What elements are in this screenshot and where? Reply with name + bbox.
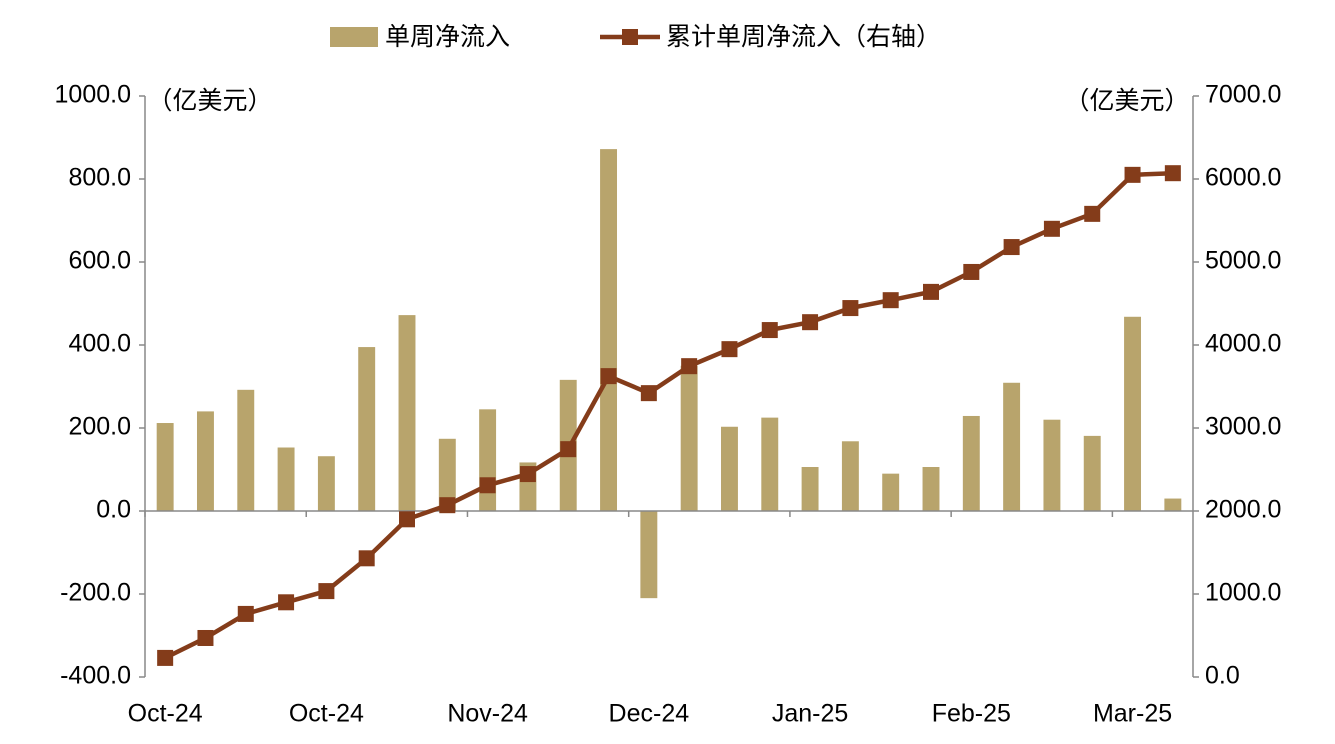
marker: [600, 368, 617, 385]
y-tick-label: 200.0: [68, 413, 131, 441]
x-tick-label: Oct-24: [289, 700, 364, 728]
marker: [681, 358, 698, 375]
bar: [156, 423, 174, 511]
marker: [721, 341, 738, 358]
bar: [277, 447, 295, 511]
y2-tick-label: 5000.0: [1205, 247, 1281, 275]
marker: [882, 292, 899, 309]
x-tick-label: Nov-24: [447, 700, 528, 728]
y2-tick-label: 2000.0: [1205, 496, 1281, 524]
bar: [882, 473, 900, 511]
bar: [479, 409, 497, 511]
marker: [1124, 166, 1141, 183]
y-tick-label: 600.0: [68, 247, 131, 275]
marker: [519, 466, 536, 483]
bar: [1124, 316, 1142, 511]
marker: [318, 583, 335, 600]
x-tick-label: Dec-24: [609, 700, 690, 728]
bar: [600, 149, 618, 511]
x-tick-label: Mar-25: [1093, 700, 1172, 728]
x-tick-label: Oct-24: [128, 700, 203, 728]
marker: [802, 314, 819, 331]
legend-label: 单周净流入: [385, 22, 510, 51]
bar: [358, 347, 376, 511]
marker: [1084, 205, 1101, 222]
y2-tick-label: 7000.0: [1205, 81, 1281, 109]
marker: [761, 322, 778, 339]
bar: [398, 315, 416, 511]
bar: [761, 417, 779, 511]
bar: [680, 365, 698, 511]
legend-label: 累计单周净流入（右轴）: [666, 22, 941, 51]
y-tick-label: 800.0: [68, 164, 131, 192]
left-unit: （亿美元）: [147, 86, 272, 115]
marker: [842, 300, 859, 317]
marker: [923, 283, 939, 300]
marker: [439, 497, 456, 514]
x-tick-label: Jan-25: [772, 700, 848, 728]
marker: [1003, 239, 1020, 256]
marker: [399, 511, 415, 528]
right-unit: （亿美元）: [1064, 86, 1189, 115]
marker: [1043, 220, 1060, 237]
marker: [278, 594, 295, 611]
bar: [1164, 498, 1182, 511]
bar: [841, 441, 859, 511]
legend-marker: [622, 29, 638, 45]
bar: [317, 456, 335, 511]
bar: [1043, 419, 1061, 511]
marker: [358, 550, 375, 567]
bar: [922, 467, 940, 511]
marker: [963, 263, 980, 280]
y2-tick-label: 4000.0: [1205, 330, 1281, 358]
y2-tick-label: 3000.0: [1205, 413, 1281, 441]
bar: [1003, 382, 1021, 511]
marker: [560, 441, 577, 458]
line: [164, 170, 1173, 660]
bar: [720, 426, 738, 511]
marker: [157, 649, 174, 666]
marker: [1164, 165, 1181, 182]
bar: [962, 415, 980, 511]
marker: [479, 477, 496, 494]
legend-swatch: [330, 27, 378, 47]
y-tick-label: -400.0: [60, 662, 131, 690]
x-tick-label: Feb-25: [932, 700, 1011, 728]
bar: [438, 438, 456, 511]
marker: [640, 385, 657, 402]
bar: [1083, 435, 1101, 511]
bar: [801, 467, 819, 511]
marker: [197, 629, 214, 646]
bar: [196, 411, 214, 511]
y-tick-label: 0.0: [96, 496, 131, 524]
bar: [640, 511, 658, 599]
y2-tick-label: 1000.0: [1205, 579, 1281, 607]
y2-tick-label: 6000.0: [1205, 164, 1281, 192]
bar: [237, 389, 255, 511]
y-tick-label: -200.0: [60, 579, 131, 607]
marker: [237, 605, 254, 622]
y-tick-label: 400.0: [68, 330, 131, 358]
y-tick-label: 1000.0: [55, 81, 131, 109]
y2-tick-label: 0.0: [1205, 662, 1240, 690]
